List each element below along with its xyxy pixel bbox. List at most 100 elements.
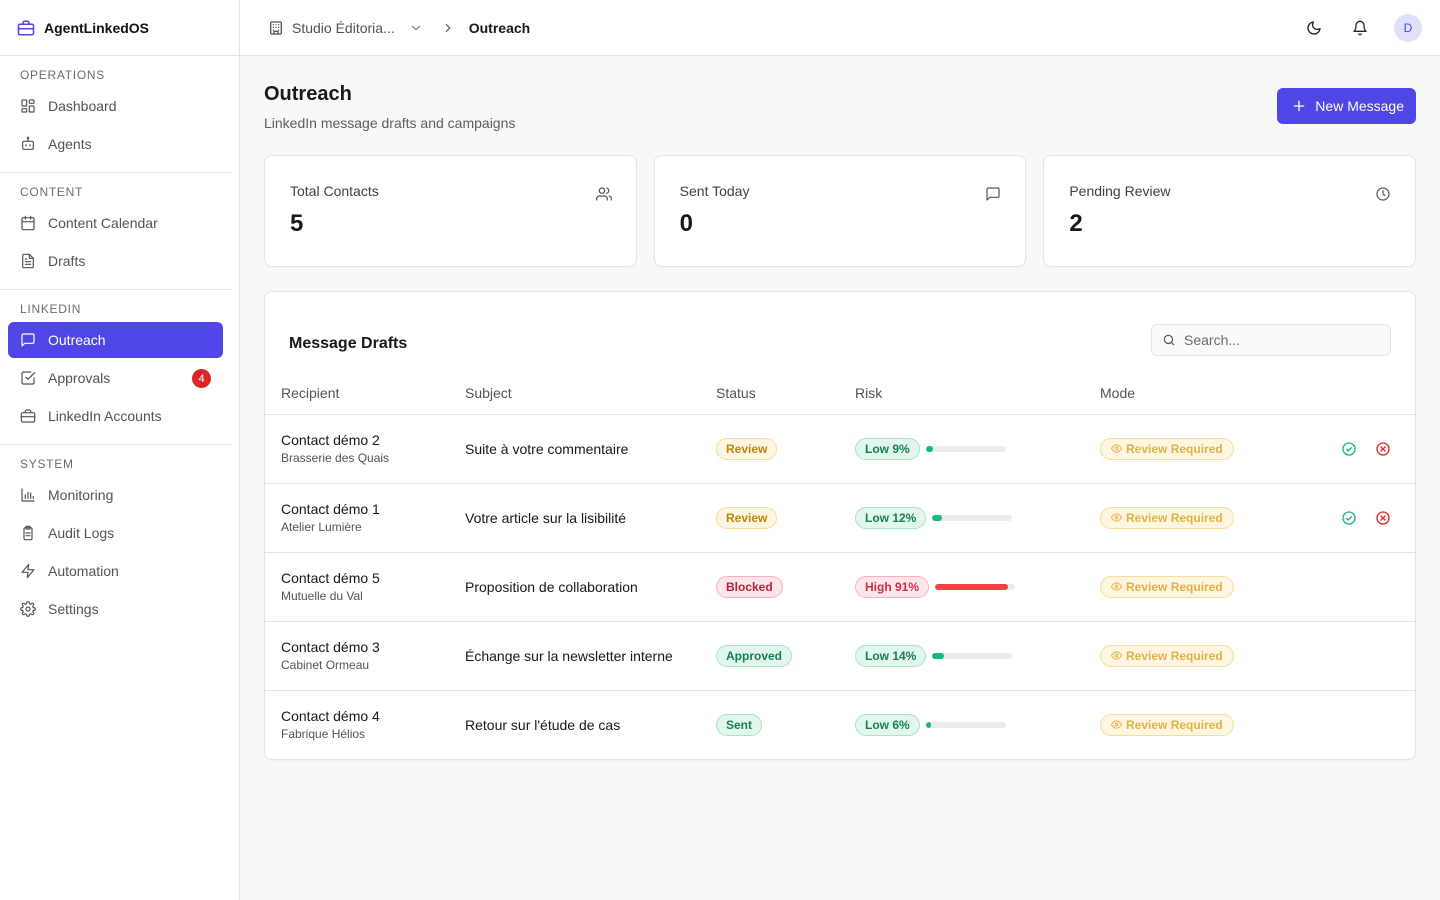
dashboard-icon <box>20 98 36 114</box>
nav-section-heading: LINKEDIN <box>20 302 82 316</box>
column-header-status: Status <box>716 370 855 415</box>
mode-badge: Review Required <box>1100 713 1234 736</box>
avatar[interactable]: D <box>1394 13 1422 42</box>
search-input[interactable] <box>1184 332 1374 348</box>
risk-bar-fill <box>925 721 931 728</box>
drafts-card: Message Drafts RecipientSubjectStatusRis… <box>264 291 1416 760</box>
org-switcher[interactable]: Studio Éditoria... <box>268 20 423 36</box>
sidebar-item-monitoring[interactable]: Monitoring <box>8 477 223 513</box>
risk-cell: Low 12% <box>855 483 1100 553</box>
sidebar-item-automation[interactable]: Automation <box>8 553 223 589</box>
sidebar-item-settings[interactable]: Settings <box>8 591 223 627</box>
org-name: Studio Éditoria... <box>292 19 395 36</box>
calendar-icon <box>20 215 36 231</box>
sidebar-item-audit-logs[interactable]: Audit Logs <box>8 515 223 551</box>
risk-cell: High 91% <box>855 552 1100 622</box>
sidebar-item-agents[interactable]: Agents <box>8 126 223 162</box>
drafts-title: Message Drafts <box>289 335 408 352</box>
eye-icon <box>1111 581 1122 592</box>
stats-row: Total Contacts 5 Sent Today 0 Pending Review… <box>264 155 1417 267</box>
message-icon <box>985 186 1001 205</box>
sidebar-item-label: Automation <box>48 563 119 579</box>
recipient-cell: Contact démo 4 Fabrique Hélios <box>265 690 465 759</box>
message-icon <box>20 332 36 348</box>
risk-bar <box>932 514 1013 521</box>
recipient-company: Brasserie des Quais <box>281 451 390 465</box>
sidebar-item-label: Approvals <box>48 370 111 386</box>
sidebar: AgentLinkedOS OPERATIONS Dashboard Agents C… <box>0 0 240 900</box>
clipboard-icon <box>20 525 36 541</box>
sidebar-item-outreach[interactable]: Outreach <box>8 322 223 358</box>
risk-cell: Low 14% <box>855 621 1100 691</box>
status-cell: Review <box>716 483 855 553</box>
brand[interactable]: AgentLinkedOS <box>0 0 239 56</box>
approve-check-icon[interactable] <box>1341 510 1357 526</box>
clock-icon <box>1375 186 1391 205</box>
actions-cell <box>1320 690 1415 759</box>
column-header-subject: Subject <box>465 370 716 415</box>
status-cell: Approved <box>716 621 855 691</box>
subject-cell: Suite à votre commentaire <box>465 414 716 484</box>
sidebar-item-linkedin-accounts[interactable]: LinkedIn Accounts <box>8 398 223 434</box>
reject-x-icon[interactable] <box>1375 441 1391 457</box>
table-row[interactable]: Contact démo 2 Brasserie des Quais Suite à… <box>265 414 1415 484</box>
column-header-risk: Risk <box>855 370 1100 415</box>
risk-cell: Low 6% <box>855 690 1100 759</box>
zap-icon <box>20 563 36 579</box>
table-row[interactable]: Contact démo 5 Mutuelle du Val Proposition… <box>265 552 1415 622</box>
recipient-company: Cabinet Ormeau <box>281 658 370 672</box>
eye-icon <box>1111 512 1122 523</box>
recipient-name: Contact démo 2 <box>281 432 380 448</box>
approve-check-icon[interactable] <box>1341 441 1357 457</box>
sidebar-item-label: Audit Logs <box>48 525 115 541</box>
page-content: Outreach LinkedIn message drafts and cam… <box>240 56 1440 760</box>
recipient-name: Contact démo 5 <box>281 570 380 586</box>
stat-label: Pending Review <box>1069 183 1171 199</box>
sidebar-item-approvals[interactable]: Approvals 4 <box>8 360 223 396</box>
nav-section-system: SYSTEM Monitoring Audit Logs Automation Sett… <box>0 445 231 637</box>
file-text-icon <box>20 253 36 269</box>
search-box[interactable] <box>1151 324 1391 356</box>
stat-label: Total Contacts <box>290 183 379 199</box>
page-subtitle: LinkedIn message drafts and campaigns <box>264 115 516 131</box>
drafts-card-header: Message Drafts <box>265 292 1415 370</box>
risk-indicator: Low 14% <box>855 644 1100 667</box>
risk-bar <box>925 445 1006 452</box>
table-row[interactable]: Contact démo 1 Atelier Lumière Votre artic… <box>265 483 1415 553</box>
reject-x-icon[interactable] <box>1375 510 1391 526</box>
approvals-count-badge: 4 <box>192 369 211 388</box>
risk-bar-fill <box>925 445 933 452</box>
risk-bar <box>925 721 1006 728</box>
recipient-company: Fabrique Hélios <box>281 727 366 742</box>
risk-indicator: Low 9% <box>855 437 1100 460</box>
bell-icon[interactable] <box>1348 16 1372 40</box>
recipient-cell: Contact démo 5 Mutuelle du Val <box>265 552 465 622</box>
main-area: Studio Éditoria... Outreach D <box>240 0 1440 900</box>
plus-icon <box>1291 98 1307 114</box>
sidebar-item-drafts[interactable]: Drafts <box>8 243 223 279</box>
new-message-label: New Message <box>1315 98 1404 114</box>
sidebar-item-content-calendar[interactable]: Content Calendar <box>8 205 223 241</box>
sidebar-item-label: Outreach <box>48 332 106 348</box>
moon-icon[interactable] <box>1302 16 1326 40</box>
mode-label: Review Required <box>1126 579 1223 594</box>
mode-label: Review Required <box>1126 648 1223 663</box>
sidebar-item-dashboard[interactable]: Dashboard <box>8 88 223 124</box>
actions-cell <box>1320 483 1415 553</box>
chevron-right-icon <box>441 21 455 35</box>
new-message-button[interactable]: New Message <box>1277 88 1416 124</box>
stat-card-total-contacts: Total Contacts 5 <box>264 155 637 267</box>
risk-bar <box>932 652 1013 659</box>
page-header: Outreach LinkedIn message drafts and cam… <box>264 82 1416 131</box>
status-cell: Blocked <box>716 552 855 622</box>
table-row[interactable]: Contact démo 4 Fabrique Hélios Retour sur … <box>265 690 1415 759</box>
risk-cell: Low 9% <box>855 414 1100 484</box>
status-badge: Review <box>716 506 778 529</box>
mode-cell: Review Required <box>1100 414 1320 484</box>
status-cell: Sent <box>716 690 855 759</box>
table-row[interactable]: Contact démo 3 Cabinet Ormeau Échange sur … <box>265 621 1415 691</box>
sidebar-item-label: Agents <box>48 136 92 152</box>
stat-card-pending-review: Pending Review 2 <box>1043 155 1417 267</box>
risk-bar-fill <box>932 514 942 521</box>
briefcase-logo-icon <box>17 19 35 37</box>
